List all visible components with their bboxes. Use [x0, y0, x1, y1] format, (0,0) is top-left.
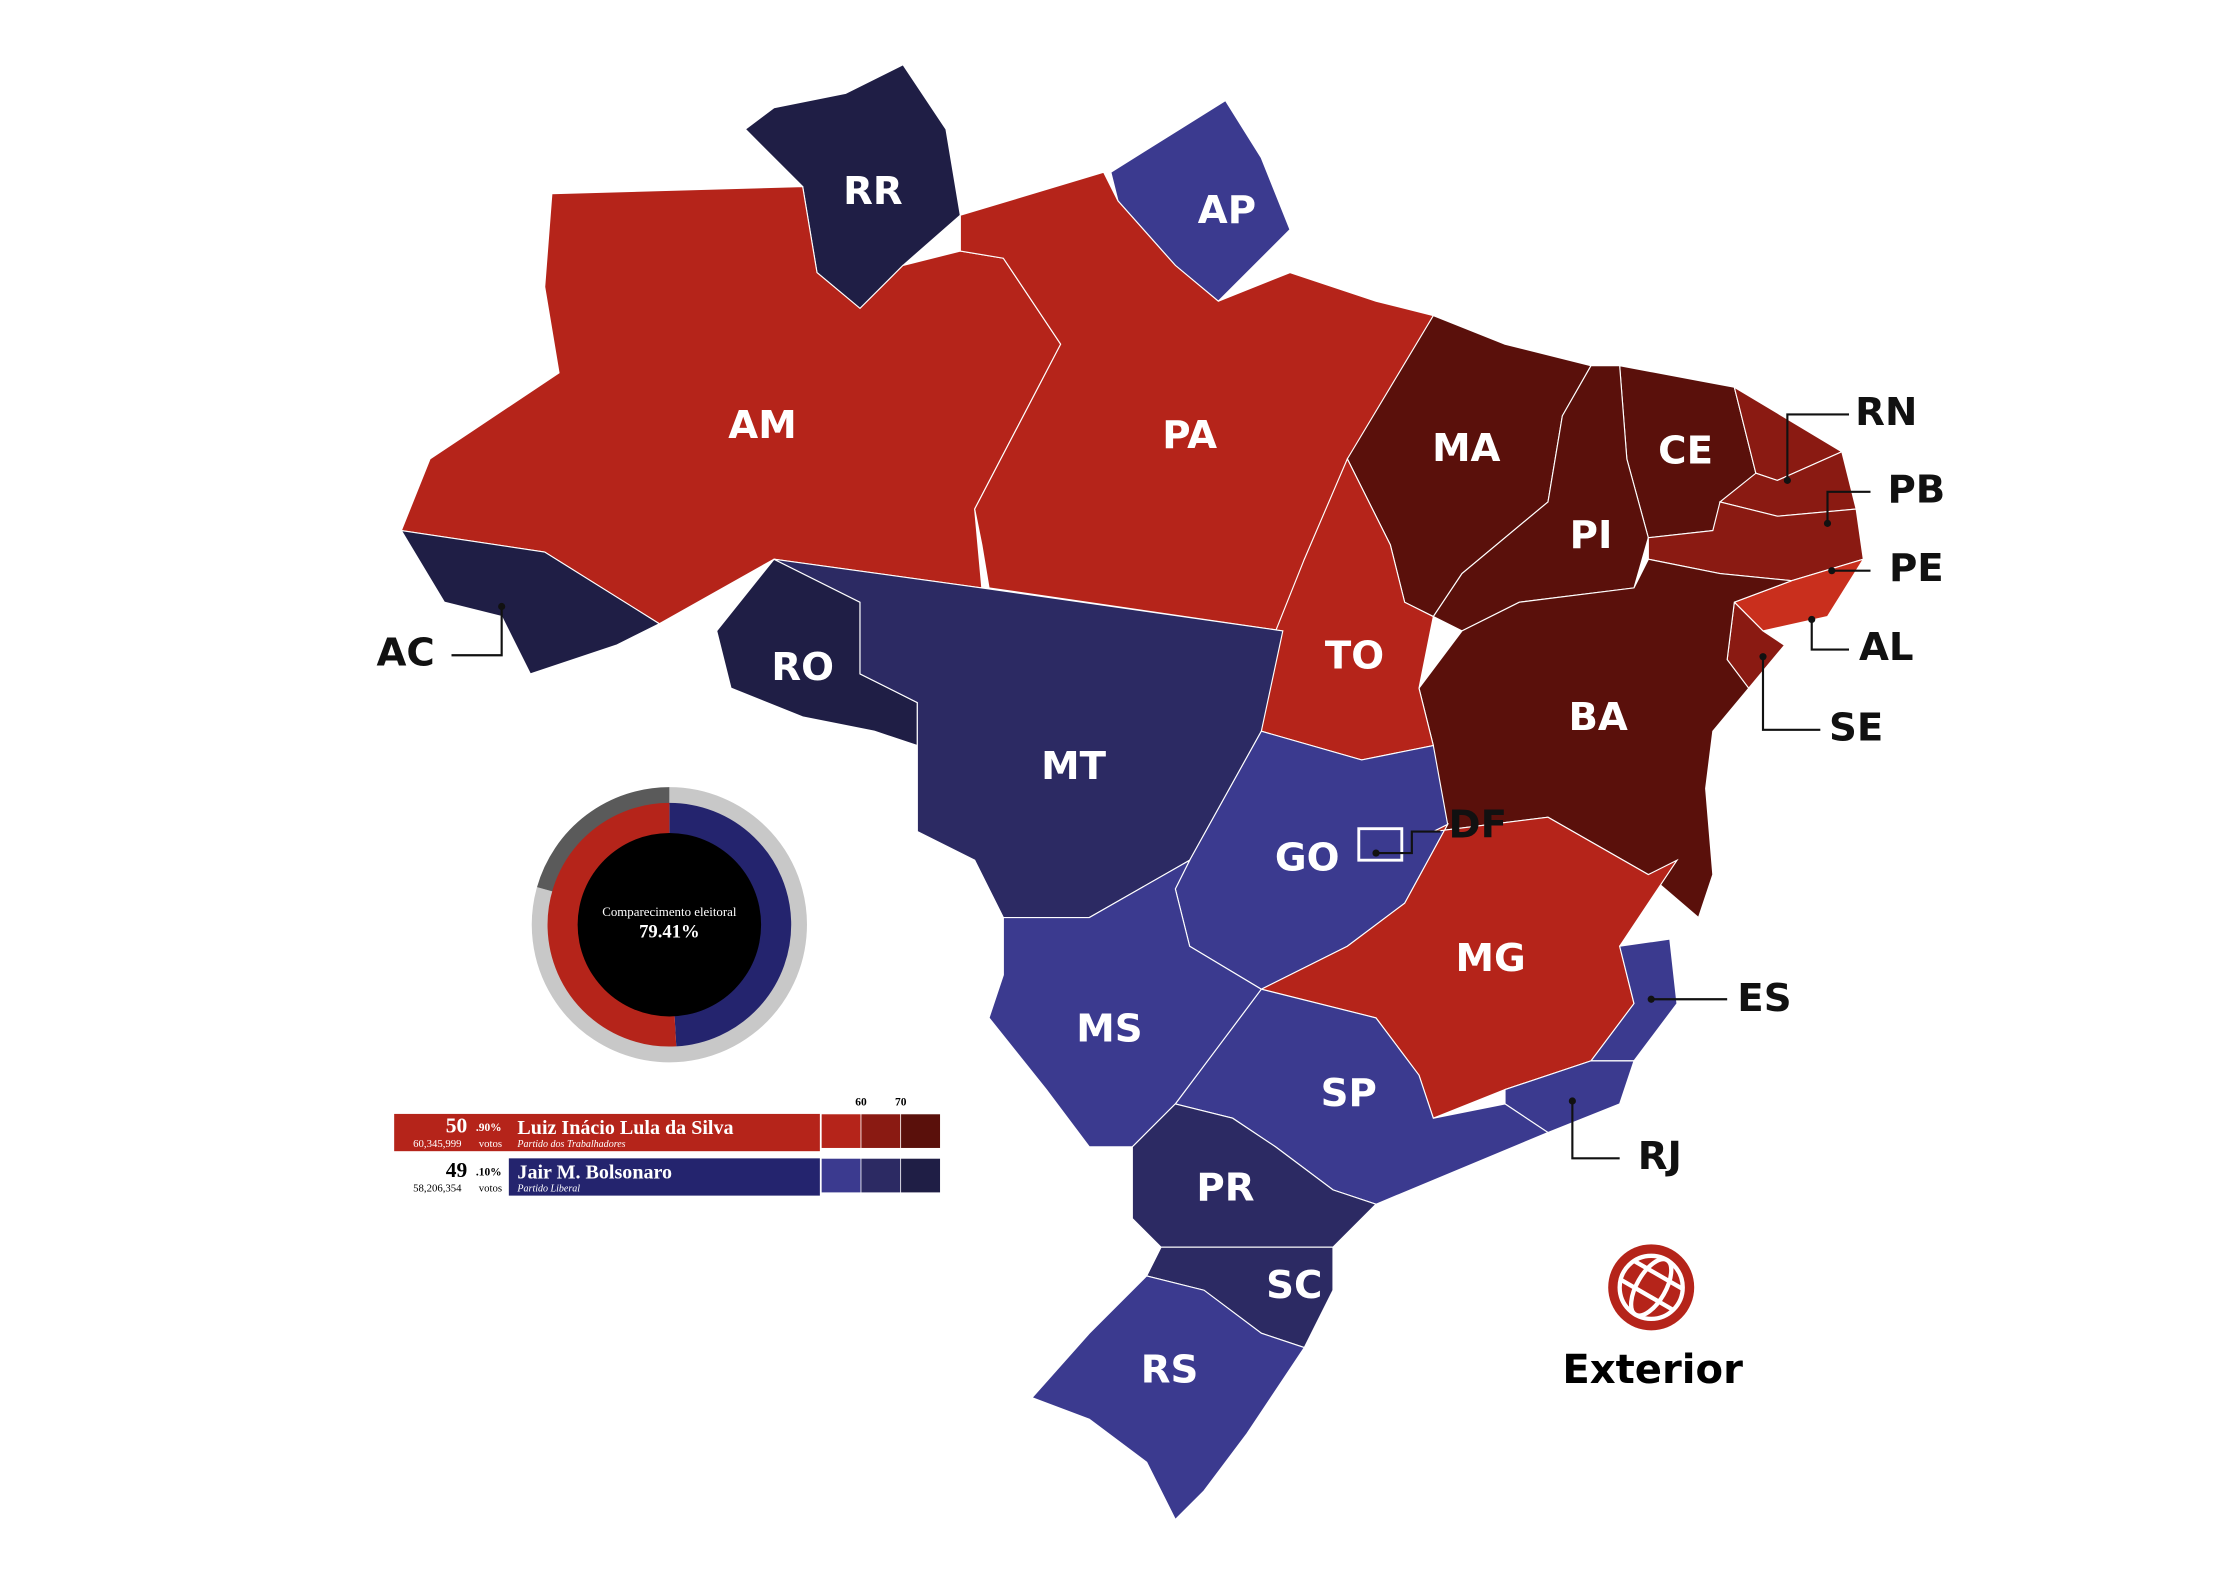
state-label: TO — [1325, 634, 1384, 679]
state-label: MG — [1456, 936, 1526, 981]
leader-dot — [1759, 653, 1767, 661]
state[interactable] — [1357, 827, 1404, 862]
leader-dot — [1568, 1097, 1576, 1105]
leader-dot — [1783, 476, 1791, 484]
state-label: GO — [1275, 836, 1340, 881]
candidate-pct-decimal: .90% — [476, 1122, 502, 1134]
turnout-arc — [531, 787, 807, 1063]
state-label: SC — [1266, 1263, 1322, 1308]
state[interactable] — [1259, 816, 1679, 1119]
candidate-pct: 50 — [446, 1114, 468, 1138]
state-label: MT — [1041, 744, 1106, 789]
candidate-pct: 49 — [446, 1158, 468, 1182]
state-label: RR — [843, 169, 903, 214]
leader-line — [451, 606, 503, 657]
state-label: SE — [1829, 705, 1883, 750]
scale-swatch — [900, 1157, 941, 1194]
scale-swatch — [860, 1157, 902, 1194]
legend: 50 .90% 60,345,999 votos Luiz Inácio Lula da… — [394, 1096, 941, 1196]
candidate-arc — [547, 802, 677, 1047]
leader-line — [1826, 490, 1871, 524]
candidate-arc — [669, 802, 792, 1047]
scale-swatch — [860, 1113, 902, 1149]
turnout-donut: Comparecimento eleitoral 79.41% — [531, 787, 807, 1063]
states — [400, 63, 1865, 1521]
donut-center — [577, 832, 762, 1017]
globe-line — [1618, 1258, 1685, 1313]
state-label: PR — [1196, 1165, 1254, 1210]
turnout-value: 79.41% — [639, 922, 700, 943]
scale-swatch — [820, 1113, 862, 1149]
state-label: PA — [1162, 413, 1217, 458]
state-label: PI — [1570, 513, 1613, 558]
leader-line — [1571, 1101, 1620, 1160]
state[interactable] — [988, 858, 1263, 1148]
leader-line — [1376, 830, 1441, 855]
state-label: BA — [1568, 695, 1627, 740]
exterior-label: Exterior — [1562, 1347, 1743, 1393]
state[interactable] — [1031, 1275, 1306, 1521]
state-label: RS — [1141, 1347, 1199, 1392]
state-label: DF — [1448, 803, 1507, 848]
globe-line — [1628, 1256, 1674, 1318]
state-label: AP — [1198, 188, 1256, 233]
state-label: PB — [1887, 467, 1945, 512]
leader-dot — [1647, 995, 1655, 1003]
state-label: RJ — [1638, 1134, 1682, 1179]
abstention-arc — [537, 787, 670, 892]
candidate-box — [394, 1113, 820, 1152]
leader-dot — [1823, 519, 1832, 527]
leader-dot — [498, 602, 506, 611]
leader-dot — [1808, 615, 1816, 623]
state-label: CE — [1658, 429, 1713, 474]
leader-line — [1786, 413, 1849, 481]
exterior[interactable]: Exterior — [1562, 1244, 1743, 1393]
state-label: MA — [1432, 426, 1500, 471]
candidate-pct-decimal: .10% — [476, 1167, 502, 1179]
state-label: AC — [376, 631, 434, 676]
leader-line — [1761, 656, 1821, 731]
state-label: ES — [1737, 976, 1791, 1021]
state-label: RO — [771, 645, 834, 690]
scale-tick: 60 — [855, 1096, 867, 1108]
state-label: AL — [1859, 625, 1914, 670]
state-label: AM — [728, 403, 796, 448]
leader-dot — [1372, 849, 1380, 857]
candidate-name: Jair M. Bolsonaro — [517, 1161, 672, 1183]
candidate-votes: 60,345,999 — [413, 1138, 461, 1150]
scale-tick: 70 — [895, 1096, 907, 1108]
state-label: SP — [1321, 1071, 1377, 1116]
state-label: PE — [1889, 546, 1944, 591]
state-label: RN — [1855, 390, 1917, 435]
candidate-box — [508, 1158, 820, 1196]
candidate-party: Partido dos Trabalhadores — [516, 1139, 625, 1150]
state-label: MS — [1076, 1006, 1142, 1051]
state[interactable] — [400, 529, 661, 675]
turnout-label: Comparecimento eleitoral — [602, 905, 737, 919]
votes-unit: votos — [479, 1182, 502, 1194]
candidate-votes: 58,206,354 — [413, 1182, 462, 1194]
scale-swatch — [820, 1157, 862, 1194]
votes-unit: votos — [479, 1138, 502, 1150]
candidate-party: Partido Liberal — [516, 1183, 580, 1194]
leader-line — [1810, 619, 1849, 651]
leader-dot — [1828, 567, 1836, 575]
candidate-name: Luiz Inácio Lula da Silva — [517, 1117, 733, 1139]
scale-swatch — [900, 1113, 941, 1149]
labels: RR AP AM PA MA CE PI RN PB PE AL SE BA TO AC RO MT GO DF MG… — [376, 169, 1945, 1392]
